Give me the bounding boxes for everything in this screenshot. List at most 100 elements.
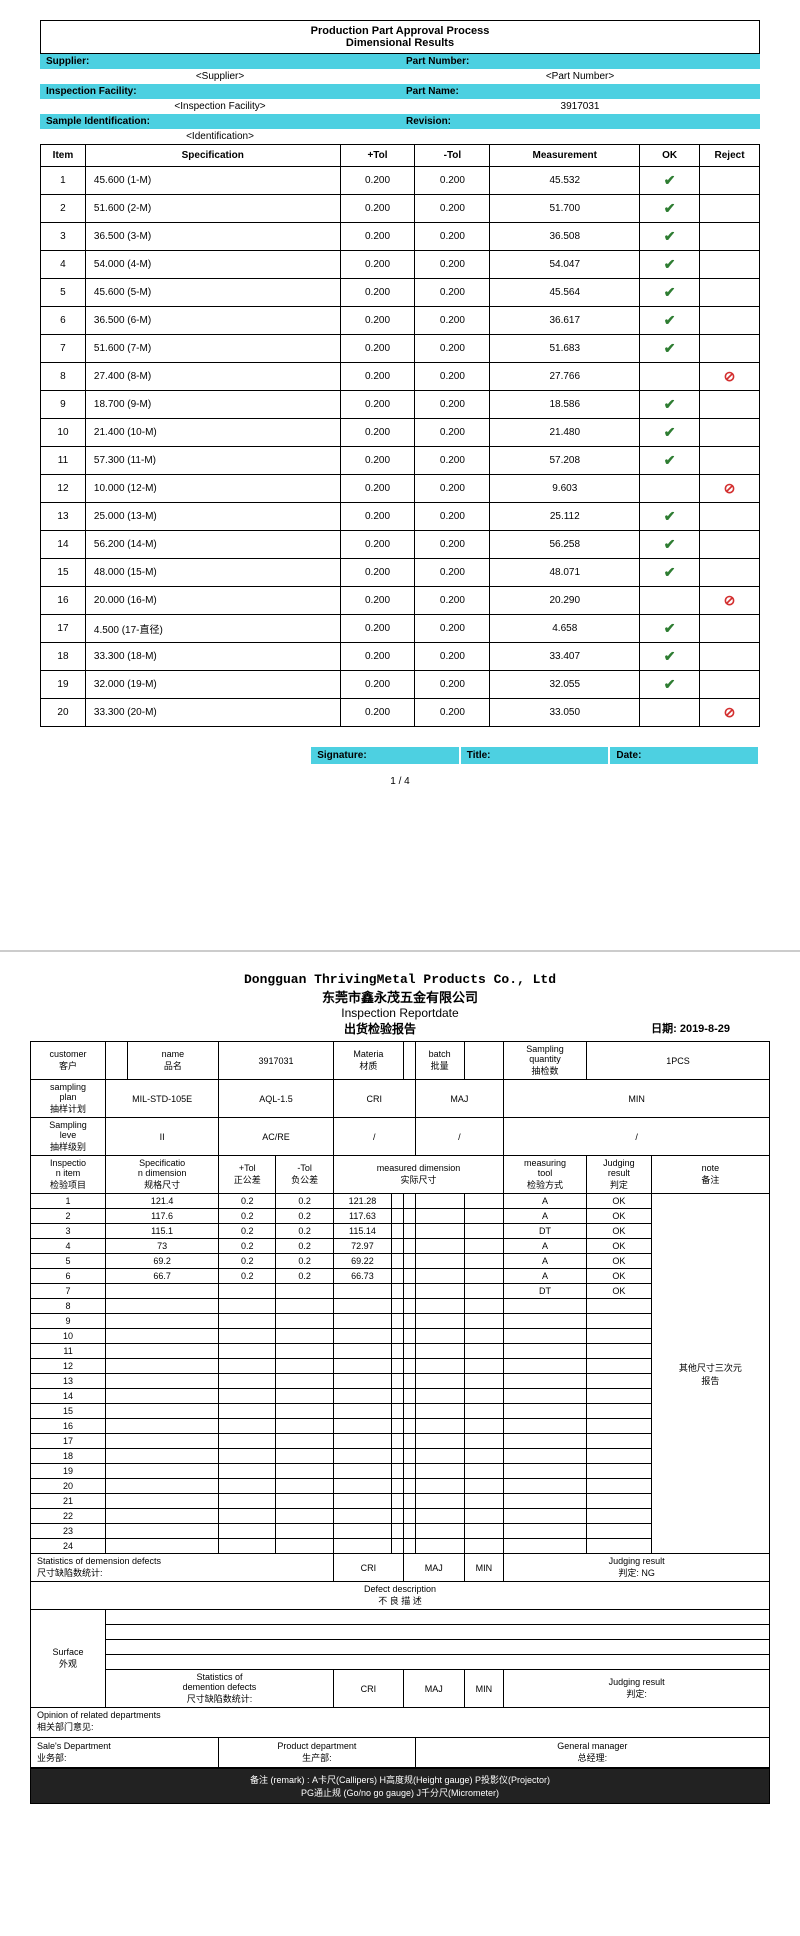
stats2-cri: CRI — [333, 1670, 403, 1708]
cell-nt — [276, 1284, 333, 1299]
check-icon: ✔ — [664, 508, 676, 524]
cell-item: 23 — [31, 1524, 106, 1539]
check-icon: ✔ — [664, 676, 676, 692]
revision-value — [400, 129, 760, 144]
cell-reject — [700, 559, 760, 587]
cell-spec: 36.500 (6-M) — [85, 307, 340, 335]
cell-ok: ✔ — [640, 391, 700, 419]
surface-label: Surface外观 — [31, 1610, 106, 1708]
table-row: 1932.000 (19-M)0.2000.20032.055✔ — [41, 671, 760, 699]
cell-spec: 121.4 — [106, 1194, 219, 1209]
cell-spec: 51.600 (2-M) — [85, 195, 340, 223]
sampqty-value: 1PCS — [586, 1042, 769, 1080]
cell-reject — [700, 615, 760, 643]
cell-ptol: 0.200 — [340, 615, 415, 643]
inspitem-label: Inspection item检验项目 — [31, 1156, 106, 1194]
date-value: 2019-8-29 — [680, 1023, 730, 1035]
cell-ntol: 0.200 — [415, 671, 490, 699]
table-row: 174.500 (17-直径)0.2000.2004.658✔ — [41, 615, 760, 643]
cell-spec: 48.000 (15-M) — [85, 559, 340, 587]
header-supplier-values: <Supplier> <Part Number> — [40, 69, 760, 84]
cell-ntol: 0.200 — [415, 475, 490, 503]
cell-ntol: 0.200 — [415, 531, 490, 559]
cell-meas: 57.208 — [490, 447, 640, 475]
cell-item: 1 — [31, 1194, 106, 1209]
cell-ptol: 0.200 — [340, 335, 415, 363]
check-icon: ✔ — [664, 200, 676, 216]
date-label: Date: — [610, 747, 758, 764]
cell-res: OK — [586, 1194, 651, 1209]
check-icon: ✔ — [664, 340, 676, 356]
cell-meas: 18.586 — [490, 391, 640, 419]
cell-ok: ✔ — [640, 447, 700, 475]
stats2-label: Statistics ofdemention defects尺寸缺陷数统计: — [106, 1670, 334, 1708]
cell-meas: 45.532 — [490, 167, 640, 195]
cell-meas: 54.047 — [490, 251, 640, 279]
cell-spec: 117.6 — [106, 1209, 219, 1224]
cell-meas: 4.658 — [490, 615, 640, 643]
cell-item: 22 — [31, 1509, 106, 1524]
cell-spec: 33.300 (18-M) — [85, 643, 340, 671]
cell-spec: 66.7 — [106, 1269, 219, 1284]
cell-ptol: 0.200 — [340, 195, 415, 223]
material-label: Materia材质 — [333, 1042, 403, 1080]
cell-item: 18 — [41, 643, 86, 671]
table-row: 1456.200 (14-M)0.2000.20056.258✔ — [41, 531, 760, 559]
cell-ntol: 0.200 — [415, 643, 490, 671]
cell-item: 13 — [31, 1374, 106, 1389]
check-icon: ✔ — [664, 536, 676, 552]
slash2: / — [415, 1118, 504, 1156]
cell-res: OK — [586, 1254, 651, 1269]
cell-pt: 0.2 — [219, 1239, 276, 1254]
measdim-label: measured dimension实际尺寸 — [333, 1156, 503, 1194]
check-icon: ✔ — [664, 228, 676, 244]
sampqty-label: Samplingquantity抽检数 — [504, 1042, 587, 1080]
cell-m1 — [333, 1284, 391, 1299]
stats-min: MIN — [464, 1554, 504, 1582]
table-row: 336.500 (3-M)0.2000.20036.508✔ — [41, 223, 760, 251]
cell-meas: 33.407 — [490, 643, 640, 671]
note-label: note备注 — [651, 1156, 769, 1194]
cell-spec: 69.2 — [106, 1254, 219, 1269]
cell-meas: 36.508 — [490, 223, 640, 251]
cell-reject — [700, 447, 760, 475]
cell-ok — [640, 587, 700, 615]
cell-ok: ✔ — [640, 643, 700, 671]
cell-nt: 0.2 — [276, 1209, 333, 1224]
cell-ok — [640, 363, 700, 391]
col-ptol: +Tol — [340, 145, 415, 167]
cell-nt: 0.2 — [276, 1224, 333, 1239]
maj-label: MAJ — [415, 1080, 504, 1118]
partnum-label: Part Number: — [400, 54, 760, 69]
supplier-value: <Supplier> — [40, 69, 400, 84]
cell-item: 7 — [31, 1284, 106, 1299]
cell-nt: 0.2 — [276, 1239, 333, 1254]
cell-reject — [700, 643, 760, 671]
cell-ptol: 0.200 — [340, 531, 415, 559]
cell-item: 9 — [31, 1314, 106, 1329]
col-reject: Reject — [700, 145, 760, 167]
cell-reject — [700, 251, 760, 279]
cell-reject — [700, 307, 760, 335]
cell-tool: DT — [504, 1224, 587, 1239]
cell-spec: 4.500 (17-直径) — [85, 615, 340, 643]
stats2-maj: MAJ — [403, 1670, 464, 1708]
cell-item: 20 — [31, 1479, 106, 1494]
table-row: 1021.400 (10-M)0.2000.20021.480✔ — [41, 419, 760, 447]
cell-ntol: 0.200 — [415, 391, 490, 419]
table-row: 1833.300 (18-M)0.2000.20033.407✔ — [41, 643, 760, 671]
cell-ptol: 0.200 — [340, 251, 415, 279]
cell-ok: ✔ — [640, 335, 700, 363]
cell-meas: 27.766 — [490, 363, 640, 391]
col-item: Item — [41, 145, 86, 167]
judge-label: Judgingresult判定 — [586, 1156, 651, 1194]
cell-reject — [700, 167, 760, 195]
title-label: Title: — [461, 747, 609, 764]
header-sample-row: Sample Identification: Revision: — [40, 114, 760, 129]
cell-m1: 69.22 — [333, 1254, 391, 1269]
hdr-row4: Inspection item检验项目 Specification dimens… — [31, 1156, 770, 1194]
cell-item: 4 — [31, 1239, 106, 1254]
hdr-row1: customer客户 name品名 3917031 Materia材质 batc… — [31, 1042, 770, 1080]
cell-meas: 32.055 — [490, 671, 640, 699]
report-en: Inspection Reportdate — [30, 1006, 770, 1020]
